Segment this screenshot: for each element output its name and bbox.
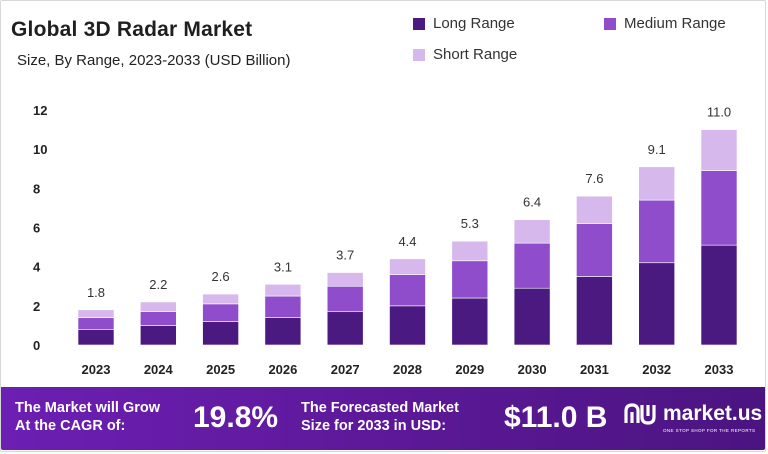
bar-segment-long-range	[513, 287, 551, 346]
bar-total-label: 7.6	[585, 171, 603, 186]
brand-tagline: ONE STOP SHOP FOR THE REPORTS	[663, 428, 756, 433]
x-tick-label: 2032	[642, 362, 671, 377]
bar-total-label: 11.0	[707, 105, 731, 120]
bar-total-label: 4.4	[398, 234, 416, 249]
bar-segment-long-range	[451, 297, 489, 346]
bar-segment-medium-range	[451, 260, 489, 299]
bar-segment-long-range	[638, 262, 676, 346]
bar-segment-medium-range	[638, 199, 676, 264]
y-tick-label: 12	[33, 103, 47, 118]
chart-subtitle: Size, By Range, 2023-2033 (USD Billion)	[17, 52, 291, 69]
bar-segment-short-range	[77, 309, 115, 318]
bar-total-label: 5.3	[461, 216, 479, 231]
bar-segment-long-range	[77, 329, 115, 346]
bar-segment-long-range	[389, 305, 426, 346]
bar-segment-medium-range	[326, 285, 364, 313]
legend-label-short-range: Short Range	[433, 46, 518, 63]
y-tick-label: 2	[33, 299, 40, 314]
bar-segment-medium-range	[140, 311, 177, 326]
legend-swatch-short-range	[413, 48, 425, 61]
legend-label-long-range: Long Range	[433, 15, 515, 32]
bar-segment-medium-range	[202, 303, 239, 322]
bar-segment-short-range	[326, 272, 364, 287]
chart-title: Global 3D Radar Market	[11, 18, 253, 41]
y-tick-label: 0	[33, 338, 40, 353]
bar-segment-medium-range	[576, 223, 613, 277]
bar-segment-medium-range	[700, 170, 738, 246]
bar-segment-short-range	[451, 240, 489, 262]
bar-chart: 0 2 4 6 8 10 12 1.8 2023 2.2 2024 2.6 2025 3.1 2026 3.7…	[33, 103, 738, 377]
y-tick-label: 10	[33, 142, 47, 157]
brand-name: market.us	[663, 402, 763, 425]
bar-segment-long-range	[326, 311, 364, 346]
x-tick-label: 2027	[331, 362, 360, 377]
x-tick-label: 2029	[455, 362, 484, 377]
bar-segment-short-range	[638, 166, 676, 201]
legend-swatch-medium-range	[604, 17, 616, 30]
bar-segment-short-range	[202, 293, 239, 305]
bar-total-label: 3.7	[336, 248, 354, 263]
bar-segment-long-range	[700, 244, 738, 346]
bar-segment-medium-range	[513, 242, 551, 289]
x-tick-label: 2033	[705, 362, 734, 377]
bar-segment-medium-range	[389, 274, 426, 307]
cagr-label-line1: The Market will Grow	[15, 400, 161, 416]
x-tick-label: 2023	[82, 362, 111, 377]
legend-swatch-long-range	[413, 17, 425, 30]
bar-total-label: 2.6	[212, 269, 230, 284]
bar-segment-medium-range	[77, 317, 115, 330]
market-us-logo-icon	[624, 403, 656, 425]
forecast-label-line2: Size for 2033 in USD:	[301, 418, 447, 434]
y-tick-label: 4	[33, 260, 41, 275]
footer-banner: The Market will Grow At the CAGR of: 19.…	[1, 387, 765, 450]
y-tick-label: 8	[33, 181, 40, 196]
x-tick-label: 2030	[518, 362, 547, 377]
bar-total-label: 1.8	[87, 285, 105, 300]
bar-segment-short-range	[576, 195, 613, 224]
y-tick-label: 6	[33, 221, 40, 236]
bar-total-label: 3.1	[274, 259, 292, 274]
bar-total-label: 9.1	[648, 142, 666, 157]
bar-segment-short-range	[389, 258, 426, 275]
legend-item-long-range: Long Range	[413, 15, 515, 32]
bar-segment-long-range	[140, 325, 177, 346]
x-tick-label: 2031	[580, 362, 609, 377]
bar-segment-short-range	[700, 129, 738, 172]
x-tick-label: 2024	[144, 362, 174, 377]
bar-total-label: 6.4	[523, 195, 541, 210]
bar-total-label: 2.2	[149, 277, 167, 292]
x-tick-label: 2026	[268, 362, 297, 377]
x-tick-label: 2025	[206, 362, 235, 377]
bar-segment-medium-range	[264, 295, 302, 318]
bar-segment-short-range	[513, 219, 551, 244]
x-tick-label: 2028	[393, 362, 422, 377]
bar-segment-short-range	[140, 301, 177, 313]
cagr-label-line2: At the CAGR of:	[15, 418, 126, 434]
bar-segment-long-range	[202, 321, 239, 346]
brand-logo: market.us	[623, 401, 762, 427]
forecast-label-line1: The Forecasted Market	[301, 400, 459, 416]
bar-segment-long-range	[576, 276, 613, 346]
bar-segment-long-range	[264, 317, 302, 346]
legend-item-short-range: Short Range	[413, 46, 517, 63]
legend-item-medium-range: Medium Range	[604, 15, 726, 32]
bar-segment-short-range	[264, 283, 302, 297]
cagr-value: 19.8%	[193, 401, 279, 434]
forecast-value: $11.0 B	[504, 401, 608, 434]
legend-label-medium-range: Medium Range	[624, 15, 726, 32]
